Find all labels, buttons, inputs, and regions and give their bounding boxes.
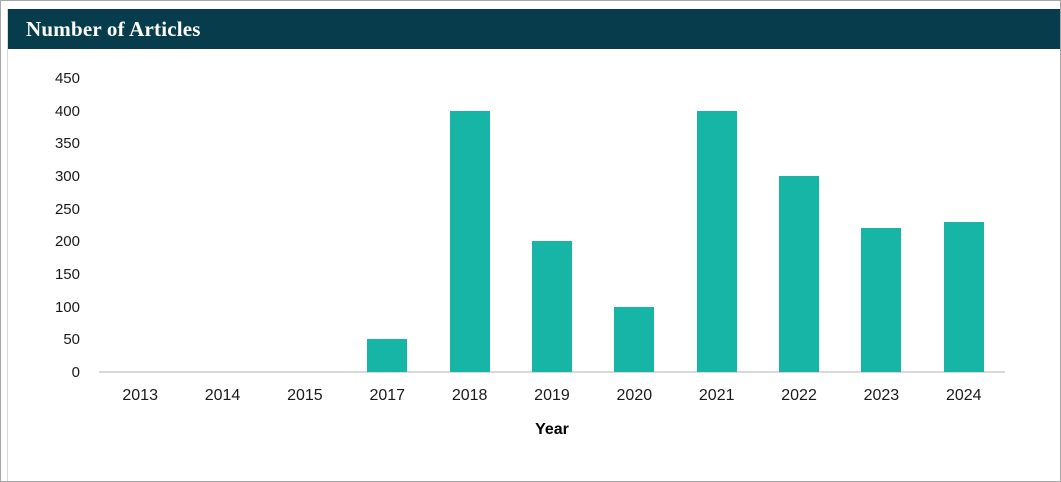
bar-2024 [943,221,984,372]
bar-slot-2019 [511,78,593,372]
x-axis-title: Year [535,421,569,438]
x-axis-tick-label: 2013 [122,387,158,404]
x-axis-tick-label: 2019 [534,387,570,404]
bar-slot-2022 [758,78,840,372]
x-axis-tick-labels: 2013 2014 2015 2017 2018 2019 2020 2021 2022 2023… [99,387,1005,405]
x-axis-tick-label: 2023 [863,387,900,404]
x-axis-tick-label: 2014 [204,387,241,404]
x-axis-line [99,371,1005,373]
bar-2020 [614,306,655,372]
bar-2018 [449,110,490,372]
x-axis-tick-label: 2015 [287,387,323,404]
bar-2021 [696,110,737,372]
x-axis-tick-label: 2017 [369,387,406,404]
x-axis-tick-label: 2021 [698,387,735,404]
bar-2019 [531,241,572,372]
bar-slot-2014 [181,78,263,372]
bar-slot-2023 [840,78,922,372]
x-axis-tick-label: 2020 [616,387,653,404]
x-axis-tick-label: 2022 [781,387,817,404]
bars-region [99,78,1005,372]
x-axis-tick-label: 2024 [945,387,982,404]
x-axis-tick-label: 2018 [451,387,488,404]
bar-slot-2021 [676,78,758,372]
y-axis-tick-label: 150 [54,266,80,283]
bar-slot-2015 [264,78,346,372]
chart-title-bar: Number of Articles [8,9,1060,49]
bar-2017 [367,339,408,372]
y-axis-tick-label: 50 [63,331,80,349]
bar-2022 [779,176,820,372]
plot-area: 450 400 350 300 250 200 150 100 50 0 2013 2014 2015… [8,49,1060,481]
y-axis-tick-label: 300 [54,168,80,185]
y-axis-tick-label: 0 [71,364,80,381]
bar-2023 [861,228,902,372]
chart-card: Number of Articles 450 400 350 300 250 200 150… [7,9,1060,481]
y-axis-tick-label: 100 [54,298,80,316]
bar-slot-2018 [428,78,510,372]
bar-slot-2024 [923,78,1005,372]
y-axis-tick-label: 400 [54,102,80,120]
bar-slot-2013 [99,78,181,372]
y-axis-tick-label: 350 [54,135,80,153]
y-axis-tick-label: 450 [54,70,80,87]
y-axis-tick-label: 200 [54,233,80,251]
y-axis-tick-label: 250 [54,200,80,218]
bar-slot-2017 [346,78,428,372]
bar-slot-2020 [593,78,675,372]
chart-title: Number of Articles [26,16,201,41]
